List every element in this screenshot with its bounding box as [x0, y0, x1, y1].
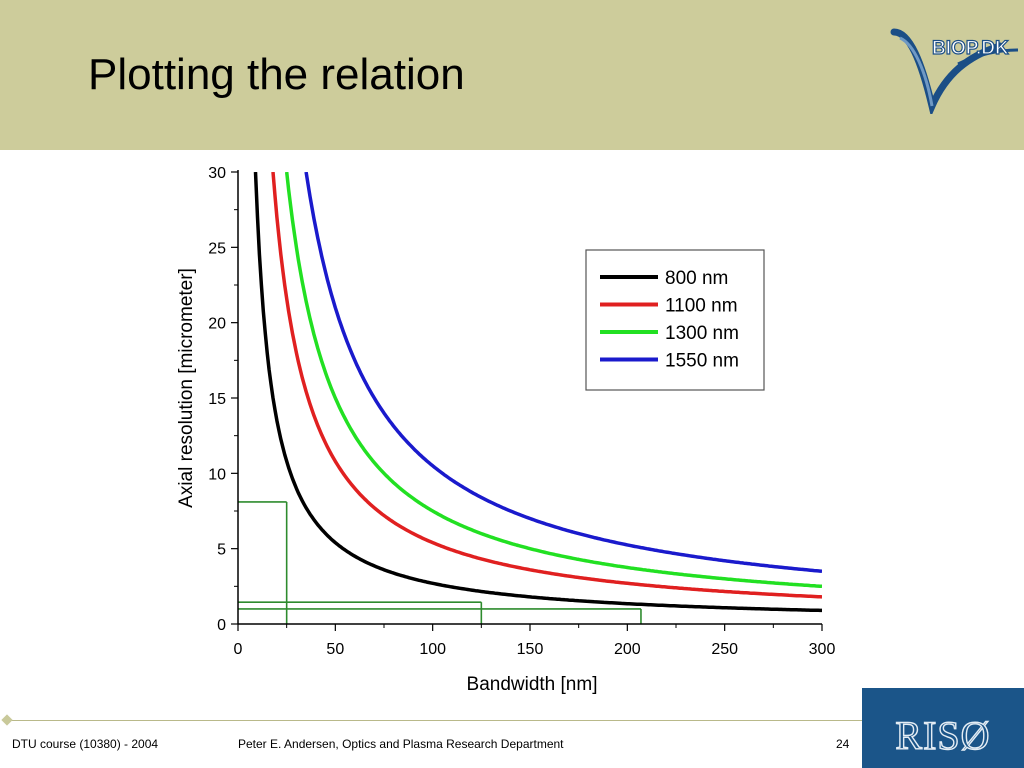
- y-tick-label: 15: [208, 391, 226, 408]
- series-line: [284, 172, 822, 589]
- footer-course: DTU course (10380) - 2004: [12, 737, 159, 751]
- y-tick-label: 10: [208, 466, 226, 483]
- legend-box: [585, 249, 765, 391]
- x-axis-label: Bandwidth [nm]: [467, 674, 598, 695]
- footer-author: Peter E. Andersen, Optics and Plasma Res…: [238, 737, 564, 751]
- y-tick-label: 30: [208, 165, 226, 182]
- legend-label: 1100 nm: [665, 296, 738, 317]
- legend-label: 1300 nm: [665, 323, 739, 344]
- series-line: [271, 172, 822, 599]
- y-tick-label: 25: [208, 240, 226, 257]
- x-tick-label: 150: [517, 641, 544, 658]
- legend-label: 800 nm: [665, 268, 728, 289]
- page-title: Plotting the relation: [88, 50, 465, 99]
- biop-logo: BIOP.DK: [890, 28, 1019, 114]
- slide-header: [0, 0, 1024, 150]
- x-tick-label: 100: [419, 641, 446, 658]
- x-tick-label: 50: [326, 641, 344, 658]
- logo-text: BIOP.DK: [932, 38, 1009, 59]
- series-line: [253, 172, 822, 613]
- y-tick-label: 20: [208, 316, 226, 333]
- x-tick-label: 300: [809, 641, 836, 658]
- series-line: [304, 172, 822, 574]
- y-tick-label: 0: [217, 617, 226, 634]
- y-axis-label: Axial resolution [micrometer]: [176, 268, 197, 508]
- x-tick-label: 0: [234, 641, 243, 658]
- y-tick-label: 5: [217, 542, 226, 559]
- page-number: 24: [836, 737, 850, 751]
- x-tick-label: 250: [711, 641, 738, 658]
- risoe-logo: RISØ: [862, 688, 1024, 768]
- x-tick-label: 200: [614, 641, 641, 658]
- footer-divider: [8, 720, 862, 721]
- legend-label: 1550 nm: [665, 351, 739, 372]
- risoe-logo-text: RISØ: [895, 713, 991, 758]
